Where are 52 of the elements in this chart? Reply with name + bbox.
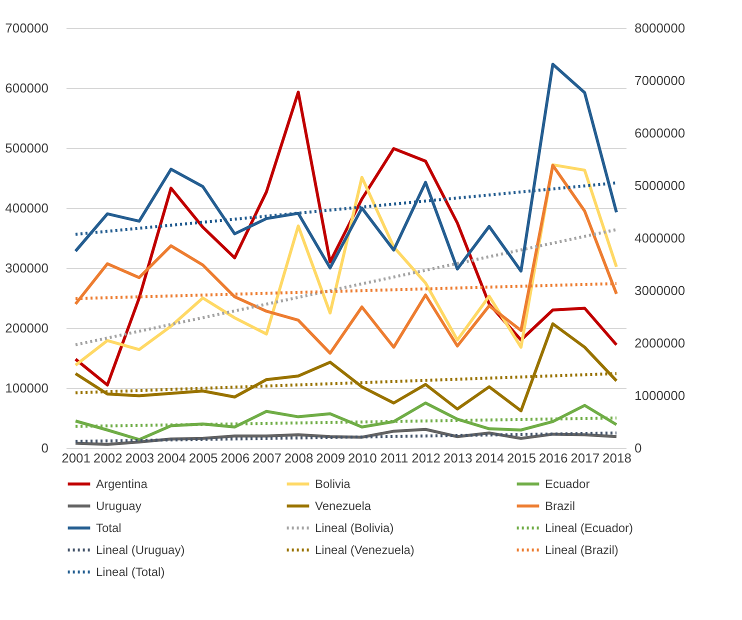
legend-label: Lineal (Ecuador) <box>545 521 634 535</box>
y-tick-label: 200000 <box>5 320 48 336</box>
y2-tick-label: 7000000 <box>634 73 686 88</box>
y2-tick-label: 8000000 <box>634 20 686 36</box>
x-tick-label: 2013 <box>443 450 472 466</box>
y-tick-label: 700000 <box>5 20 48 36</box>
legend-label: Lineal (Total) <box>96 565 165 579</box>
x-tick-label: 2001 <box>62 450 91 466</box>
legend-label: Lineal (Venezuela) <box>315 543 414 557</box>
y-tick-label: 500000 <box>5 140 48 156</box>
x-tick-label: 2004 <box>157 450 186 466</box>
x-tick-label: 2002 <box>93 450 122 466</box>
y2-tick-label: 4000000 <box>634 230 686 246</box>
x-tick-label: 2018 <box>602 450 632 466</box>
x-tick-label: 2003 <box>125 450 154 466</box>
legend-label: Venezuela <box>315 499 372 513</box>
y2-tick-label: 0 <box>634 440 642 456</box>
legend-label: Total <box>96 521 122 535</box>
x-tick-label: 2017 <box>570 450 600 466</box>
y-tick-label: 600000 <box>5 80 48 96</box>
legend-label: Bolivia <box>315 477 351 491</box>
y-tick-label: 400000 <box>5 200 48 216</box>
y-tick-label: 0 <box>41 440 48 456</box>
x-tick-label: 2015 <box>507 450 536 466</box>
legend-label: Ecuador <box>545 477 590 491</box>
legend-label: Brazil <box>545 499 576 513</box>
legend-label: Uruguay <box>96 499 142 513</box>
x-tick-label: 2010 <box>348 450 377 466</box>
legend-label: Lineal (Uruguay) <box>96 543 185 557</box>
y2-tick-label: 1000000 <box>634 388 686 403</box>
x-tick-label: 2009 <box>316 450 346 466</box>
line-series <box>74 62 618 273</box>
x-tick-label: 2016 <box>538 450 568 466</box>
y-tick-label: 300000 <box>5 260 48 276</box>
x-tick-label: 2006 <box>220 450 250 466</box>
x-tick-label: 2007 <box>252 450 282 466</box>
x-tick-label: 2012 <box>412 450 441 466</box>
line-series <box>74 402 618 442</box>
legend-label: Lineal (Bolivia) <box>315 521 394 535</box>
line-series <box>74 90 618 386</box>
y2-tick-label: 5000000 <box>634 178 686 193</box>
y2-tick-label: 6000000 <box>634 126 686 140</box>
y2-tick-label: 3000000 <box>634 283 686 298</box>
x-tick-label: 2005 <box>188 450 218 466</box>
x-tick-label: 2014 <box>475 450 504 466</box>
y2-tick-label: 2000000 <box>634 336 686 350</box>
legend-label: Lineal (Brazil) <box>545 543 618 557</box>
line-series <box>74 322 618 412</box>
x-tick-label: 2011 <box>380 450 408 466</box>
y-tick-label: 100000 <box>5 380 48 396</box>
x-tick-label: 2008 <box>284 450 314 466</box>
legend-label: Argentina <box>96 477 148 491</box>
